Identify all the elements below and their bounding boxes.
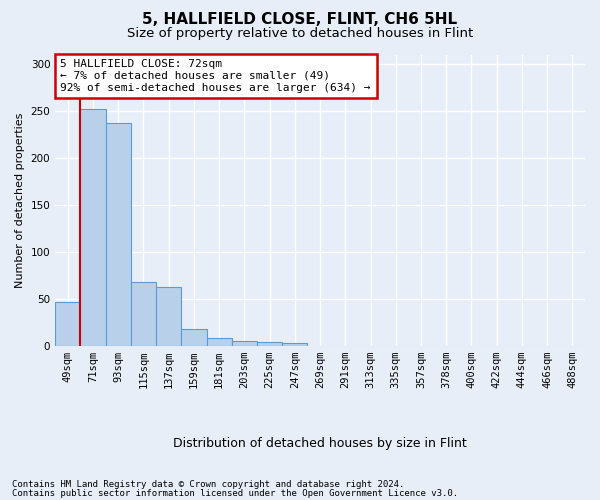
- Text: Size of property relative to detached houses in Flint: Size of property relative to detached ho…: [127, 28, 473, 40]
- X-axis label: Distribution of detached houses by size in Flint: Distribution of detached houses by size …: [173, 437, 467, 450]
- Text: Contains public sector information licensed under the Open Government Licence v3: Contains public sector information licen…: [12, 488, 458, 498]
- Bar: [55, 302, 80, 346]
- Text: 5, HALLFIELD CLOSE, FLINT, CH6 5HL: 5, HALLFIELD CLOSE, FLINT, CH6 5HL: [142, 12, 458, 28]
- Text: 5 HALLFIELD CLOSE: 72sqm
← 7% of detached houses are smaller (49)
92% of semi-de: 5 HALLFIELD CLOSE: 72sqm ← 7% of detache…: [61, 60, 371, 92]
- Bar: [181, 329, 206, 346]
- Bar: [232, 342, 257, 346]
- Bar: [131, 282, 156, 346]
- Y-axis label: Number of detached properties: Number of detached properties: [15, 113, 25, 288]
- Text: Contains HM Land Registry data © Crown copyright and database right 2024.: Contains HM Land Registry data © Crown c…: [12, 480, 404, 489]
- Bar: [257, 342, 282, 346]
- Bar: [106, 122, 131, 346]
- Bar: [282, 343, 307, 346]
- Bar: [206, 338, 232, 346]
- Bar: [156, 287, 181, 346]
- Bar: [80, 110, 106, 346]
